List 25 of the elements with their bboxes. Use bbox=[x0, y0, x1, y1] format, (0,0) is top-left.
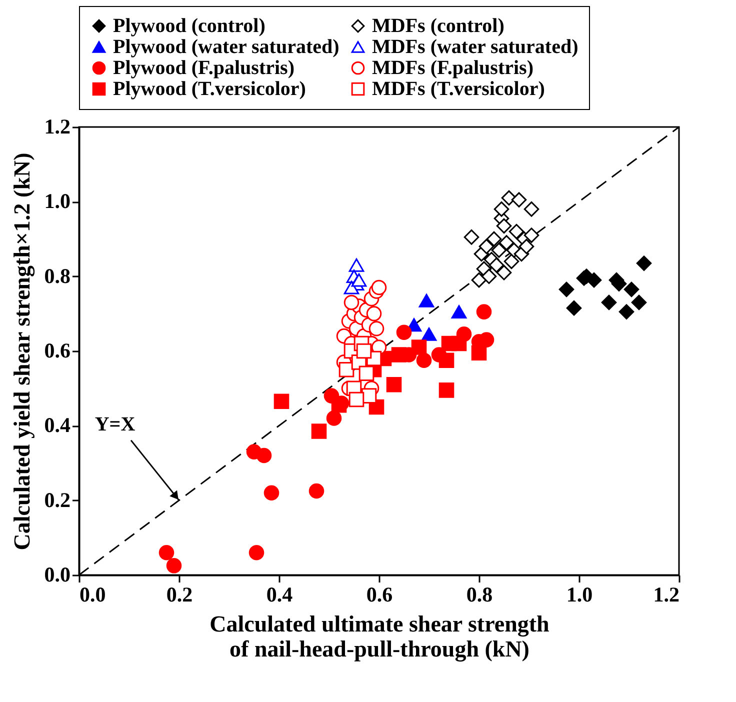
x-tick-label: 0.0 bbox=[80, 582, 106, 606]
y-tick-label: 1.2 bbox=[44, 114, 70, 138]
legend-label: Plywood (F.palustris) bbox=[113, 57, 295, 79]
x-tick-label: 1.2 bbox=[653, 582, 680, 606]
legend-label: Plywood (water saturated) bbox=[113, 36, 340, 58]
y-tick-label: 0.2 bbox=[44, 488, 70, 512]
legend-label: Plywood (T.versicolor) bbox=[113, 78, 306, 100]
x-tick-label: 0.6 bbox=[366, 582, 393, 606]
y-tick-label: 0.4 bbox=[44, 413, 71, 438]
annotation: Y=X bbox=[94, 413, 136, 436]
legend-label: MDFs (water saturated) bbox=[372, 36, 578, 58]
legend-label: MDFs (control) bbox=[372, 15, 504, 37]
y-tick-label: 1.0 bbox=[44, 189, 70, 214]
legend-label: MDFs (F.palustris) bbox=[372, 57, 534, 79]
x-tick-label: 0.4 bbox=[266, 582, 294, 606]
y-tick-label: 0.8 bbox=[44, 264, 70, 288]
x-tick-label: 1.0 bbox=[566, 582, 593, 606]
legend-label: MDFs (T.versicolor) bbox=[372, 78, 545, 100]
y-tick-label: 0.6 bbox=[44, 338, 70, 362]
x-axis-title: Calculated ultimate shear strength of nail-head-pull-through (kN) bbox=[210, 612, 550, 662]
legend-label: Plywood (control) bbox=[113, 15, 266, 37]
y-axis-title: Calculated yield shear strength×1.2 (kN) bbox=[9, 152, 36, 550]
x-tick-label: 0.8 bbox=[466, 582, 493, 606]
y-tick-label: 0.0 bbox=[44, 562, 70, 586]
x-tick-label: 0.2 bbox=[166, 582, 193, 606]
